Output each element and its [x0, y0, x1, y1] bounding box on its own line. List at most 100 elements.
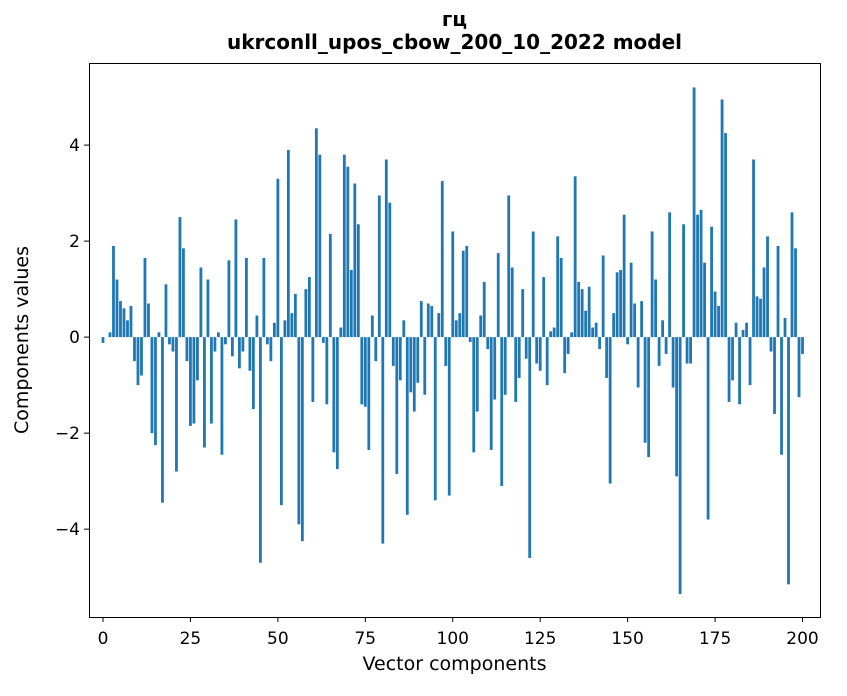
bar	[594, 322, 598, 338]
bar	[447, 337, 451, 496]
bar	[605, 337, 609, 378]
bar	[797, 337, 801, 398]
bar	[755, 296, 759, 338]
bar	[224, 337, 227, 345]
bar	[398, 337, 402, 381]
bar	[517, 337, 521, 378]
bar	[762, 267, 766, 338]
bar	[787, 337, 790, 585]
bar	[465, 245, 469, 338]
bar	[255, 315, 259, 338]
bar	[671, 337, 675, 388]
bar	[185, 337, 189, 362]
bar	[514, 337, 518, 402]
bar	[154, 337, 157, 446]
bar	[307, 277, 311, 338]
bar	[559, 257, 563, 338]
bar	[776, 245, 780, 338]
x-tick-label: 175	[699, 629, 731, 649]
bar	[108, 332, 112, 338]
y-tick-label: −2	[55, 424, 80, 444]
bar	[248, 337, 252, 371]
bar	[213, 337, 217, 352]
x-tick-label: 0	[98, 629, 109, 649]
bar	[293, 293, 297, 338]
bar	[272, 322, 276, 338]
bar	[217, 332, 220, 338]
bar	[161, 337, 164, 503]
bar	[238, 337, 241, 369]
bar	[168, 337, 171, 345]
bar	[150, 337, 154, 434]
bar	[500, 337, 504, 486]
bar	[133, 337, 136, 362]
bar	[769, 337, 773, 352]
bar	[405, 337, 409, 515]
bar	[402, 320, 406, 338]
bar	[524, 337, 528, 359]
bar	[384, 159, 388, 338]
x-tick-label: 25	[180, 629, 202, 649]
bar	[745, 322, 748, 338]
bar	[685, 337, 689, 364]
bar	[759, 298, 762, 338]
bar	[265, 337, 269, 345]
bar	[244, 257, 248, 338]
bar	[129, 305, 133, 338]
bar	[391, 337, 395, 366]
bar	[727, 337, 731, 402]
bar	[573, 176, 577, 338]
bar	[342, 154, 346, 338]
bar	[377, 195, 381, 338]
bar	[643, 337, 647, 443]
bar	[699, 209, 703, 338]
bar	[143, 257, 147, 338]
bar	[440, 181, 444, 338]
bar	[549, 331, 553, 338]
bar	[276, 178, 280, 338]
bar	[734, 322, 738, 338]
bar	[374, 337, 378, 362]
bar	[713, 291, 717, 338]
bar	[664, 337, 668, 354]
bar	[203, 337, 206, 448]
bar	[598, 337, 602, 350]
bar	[657, 337, 661, 366]
bar	[451, 231, 455, 338]
bar	[489, 337, 493, 450]
bar	[388, 202, 392, 338]
bar	[283, 320, 287, 338]
bar	[321, 337, 325, 343]
bar	[556, 236, 560, 338]
bar	[279, 337, 283, 506]
bar	[381, 337, 385, 544]
bar	[251, 337, 255, 410]
bar	[612, 313, 616, 338]
bar	[496, 253, 500, 338]
bar	[661, 320, 665, 338]
bar	[507, 195, 511, 338]
bar	[335, 337, 339, 470]
bar	[577, 281, 581, 338]
bar	[433, 337, 437, 501]
x-tick-label: 75	[354, 629, 376, 649]
bar	[801, 337, 804, 354]
bar	[472, 337, 476, 453]
bar	[535, 337, 539, 364]
bar	[192, 337, 196, 424]
bar	[395, 337, 399, 474]
bar	[640, 301, 644, 338]
bar	[482, 281, 486, 338]
bar	[629, 262, 633, 338]
bar	[458, 313, 462, 338]
bar	[696, 214, 699, 338]
bar	[521, 289, 525, 338]
bar	[189, 337, 192, 426]
bar	[367, 337, 371, 450]
y-tick-label: 0	[69, 328, 80, 348]
bar	[112, 245, 115, 338]
x-tick-label: 100	[437, 629, 469, 649]
bar	[210, 337, 213, 424]
bar	[297, 337, 301, 525]
